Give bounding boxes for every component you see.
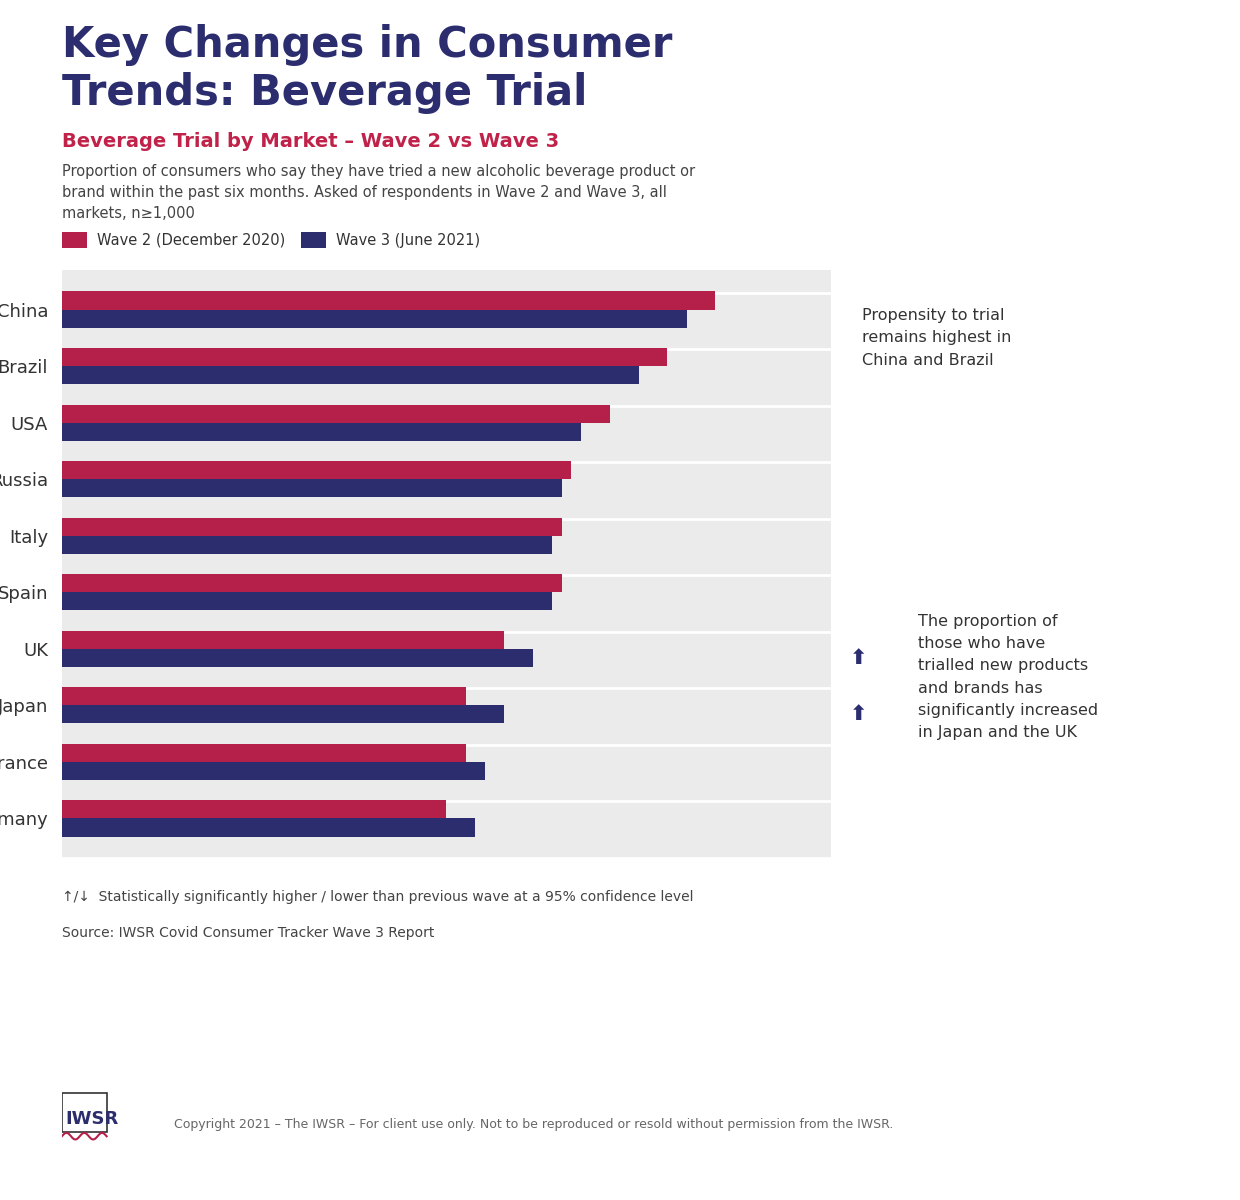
Text: Proportion of consumers who say they have tried a new alcoholic beverage product: Proportion of consumers who say they hav… — [62, 164, 696, 221]
Bar — [62, 348, 667, 366]
Text: IWSR: IWSR — [64, 1110, 118, 1128]
Text: The proportion of
those who have
trialled new products
and brands has
significan: The proportion of those who have trialle… — [918, 614, 1097, 740]
Bar — [62, 422, 580, 440]
Text: Wave 3 (June 2021): Wave 3 (June 2021) — [336, 233, 480, 247]
Text: ⬆: ⬆ — [849, 648, 867, 668]
Text: ⬆: ⬆ — [849, 704, 867, 725]
Bar — [62, 1092, 107, 1133]
Text: Source: IWSR Covid Consumer Tracker Wave 3 Report: Source: IWSR Covid Consumer Tracker Wave… — [62, 926, 434, 941]
Bar — [62, 706, 503, 724]
Bar — [62, 688, 466, 706]
Text: Wave 2 (December 2020): Wave 2 (December 2020) — [97, 233, 285, 247]
Bar — [62, 517, 562, 535]
Bar — [62, 404, 610, 422]
Bar — [62, 818, 475, 836]
Bar — [62, 479, 562, 497]
Text: Propensity to trial
remains highest in
China and Brazil: Propensity to trial remains highest in C… — [862, 308, 1011, 367]
Bar — [62, 310, 687, 328]
Bar — [62, 366, 639, 384]
Text: Key Changes in Consumer: Key Changes in Consumer — [62, 24, 672, 66]
Bar — [62, 800, 446, 818]
Bar — [62, 292, 715, 310]
Text: ↑/↓  Statistically significantly higher / lower than previous wave at a 95% conf: ↑/↓ Statistically significantly higher /… — [62, 890, 693, 905]
Text: Trends: Beverage Trial: Trends: Beverage Trial — [62, 72, 588, 114]
Bar — [62, 593, 552, 611]
Bar — [62, 649, 533, 667]
Bar — [62, 631, 503, 649]
Bar — [62, 762, 485, 780]
Bar — [62, 744, 466, 762]
Bar — [62, 535, 552, 554]
Bar — [62, 574, 562, 593]
Text: Beverage Trial by Market – Wave 2 vs Wave 3: Beverage Trial by Market – Wave 2 vs Wav… — [62, 132, 559, 151]
Bar — [62, 461, 572, 479]
Text: Copyright 2021 – The IWSR – For client use only. Not to be reproduced or resold : Copyright 2021 – The IWSR – For client u… — [174, 1118, 893, 1130]
